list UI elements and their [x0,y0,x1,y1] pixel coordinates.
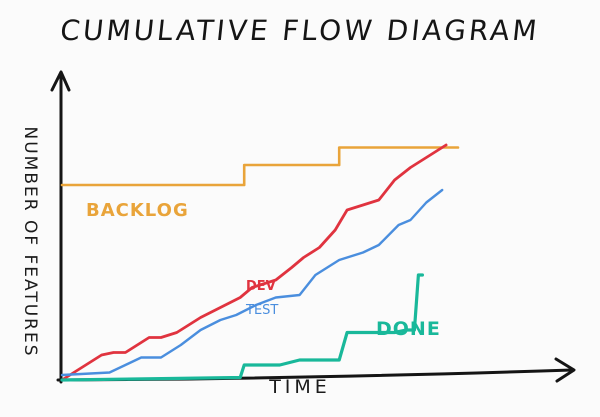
series-label-dev: DEV [246,279,276,294]
series-line-backlog [60,146,460,187]
y-axis-arrow [50,70,71,92]
y-axis-label-wrap: NUMBER OF FEATURES [10,122,50,362]
series-line-done [60,273,424,382]
x-axis-label: TIME [269,376,331,398]
series-label-test: TEST [246,303,279,318]
x-axis-arrow [554,357,576,383]
y-axis-label: NUMBER OF FEATURES [20,126,40,358]
series-label-done: DONE [376,318,441,340]
series-label-backlog: BACKLOG [86,200,189,221]
series-line-test [60,188,444,377]
series-line-dev [60,143,448,382]
